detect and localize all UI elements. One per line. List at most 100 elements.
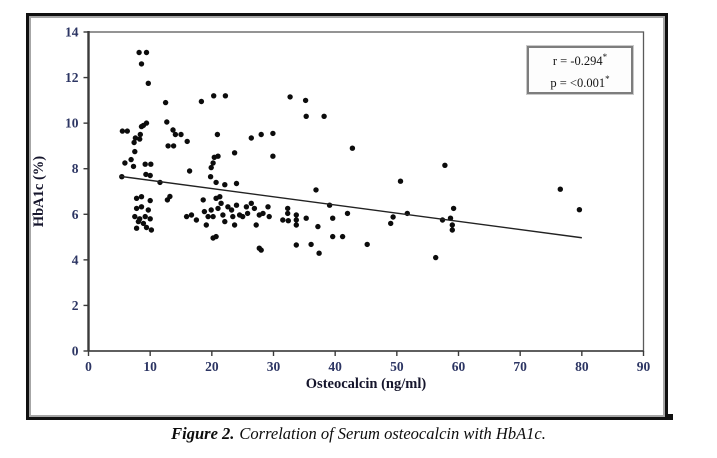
data-point (210, 213, 216, 220)
data-point (344, 210, 351, 217)
data-point (442, 162, 448, 168)
data-point (147, 216, 153, 222)
data-point (147, 197, 153, 204)
data-point (200, 197, 206, 203)
data-point (222, 93, 229, 99)
data-point (315, 223, 321, 230)
x-tick-label: 80 (575, 359, 589, 374)
data-point (138, 61, 145, 67)
data-point (260, 210, 266, 217)
data-point (170, 127, 176, 133)
r-value-line: r = -0.294* (552, 51, 608, 68)
data-point (248, 135, 254, 141)
data-point (210, 160, 216, 166)
data-point (142, 161, 148, 167)
p-value-line: p = <0.001* (550, 74, 610, 91)
data-point (230, 213, 236, 220)
data-point (243, 204, 250, 210)
data-point (339, 233, 346, 240)
figure-caption: Figure 2. Correlation of Serum osteocalci… (0, 424, 717, 444)
data-point (184, 138, 190, 145)
frame-corner-mark (667, 414, 673, 420)
y-tick-label: 0 (72, 344, 79, 359)
data-point (133, 225, 140, 231)
data-point (135, 218, 142, 225)
data-point (210, 235, 216, 241)
data-point (330, 233, 336, 240)
data-point (162, 99, 169, 106)
data-point (124, 128, 130, 134)
data-point (215, 205, 221, 212)
data-point (214, 131, 221, 138)
x-axis-label: Osteocalcin (ng/ml) (306, 376, 427, 392)
data-point (240, 213, 246, 220)
x-tick-label: 70 (513, 359, 527, 374)
data-point (433, 254, 439, 261)
data-point (128, 156, 134, 163)
x-tick-label: 90 (637, 359, 651, 374)
data-point (222, 182, 228, 188)
data-point (576, 207, 583, 213)
data-point (258, 247, 264, 253)
data-point (132, 135, 139, 141)
data-point (170, 143, 177, 149)
data-point (557, 186, 563, 192)
data-point (148, 227, 155, 233)
data-point (133, 205, 140, 212)
data-point (217, 194, 223, 200)
data-point (145, 80, 151, 87)
data-point (183, 213, 190, 220)
data-point (308, 241, 314, 248)
y-axis-label: HbA1c (%) (31, 156, 47, 227)
data-point (147, 172, 153, 179)
data-point (251, 205, 258, 212)
data-point (178, 131, 184, 138)
data-point (449, 222, 455, 228)
y-tick-label: 6 (72, 207, 79, 222)
data-point (388, 220, 394, 227)
data-point (244, 210, 251, 217)
data-point (280, 217, 286, 223)
data-point (302, 97, 309, 104)
data-point (211, 93, 217, 99)
data-point (215, 153, 221, 159)
data-point (266, 213, 272, 220)
data-point (285, 205, 291, 212)
caption-text: Correlation of Serum osteocalcin with Hb… (239, 424, 546, 443)
data-point (316, 250, 322, 256)
data-point (265, 204, 271, 210)
data-point (138, 204, 145, 210)
y-tick-label: 10 (65, 116, 79, 131)
data-point (207, 174, 214, 180)
data-point (258, 131, 264, 138)
data-point (119, 128, 126, 134)
x-tick-label: 40 (328, 359, 342, 374)
data-point (143, 171, 149, 178)
data-point (136, 49, 142, 56)
data-point (349, 145, 356, 151)
data-point (218, 200, 224, 206)
data-point (233, 202, 240, 208)
data-point (198, 98, 205, 105)
trend-line (119, 175, 582, 239)
y-tick-label: 12 (65, 70, 79, 85)
stats-annotation-box: r = -0.294* p = <0.001* (526, 45, 634, 95)
data-point (270, 153, 276, 159)
data-point (293, 242, 299, 248)
x-tick-label: 60 (452, 359, 466, 374)
data-point (303, 113, 309, 120)
y-tick-label: 14 (65, 25, 79, 40)
data-point (233, 180, 240, 187)
data-point (165, 143, 171, 149)
data-point (188, 212, 195, 218)
data-point (130, 163, 137, 170)
data-point (186, 168, 193, 174)
data-point (303, 215, 309, 221)
caption-number: Figure 2. (171, 424, 235, 443)
data-point (143, 49, 150, 56)
data-point (137, 136, 143, 142)
data-point (220, 212, 226, 218)
data-point (390, 214, 396, 220)
